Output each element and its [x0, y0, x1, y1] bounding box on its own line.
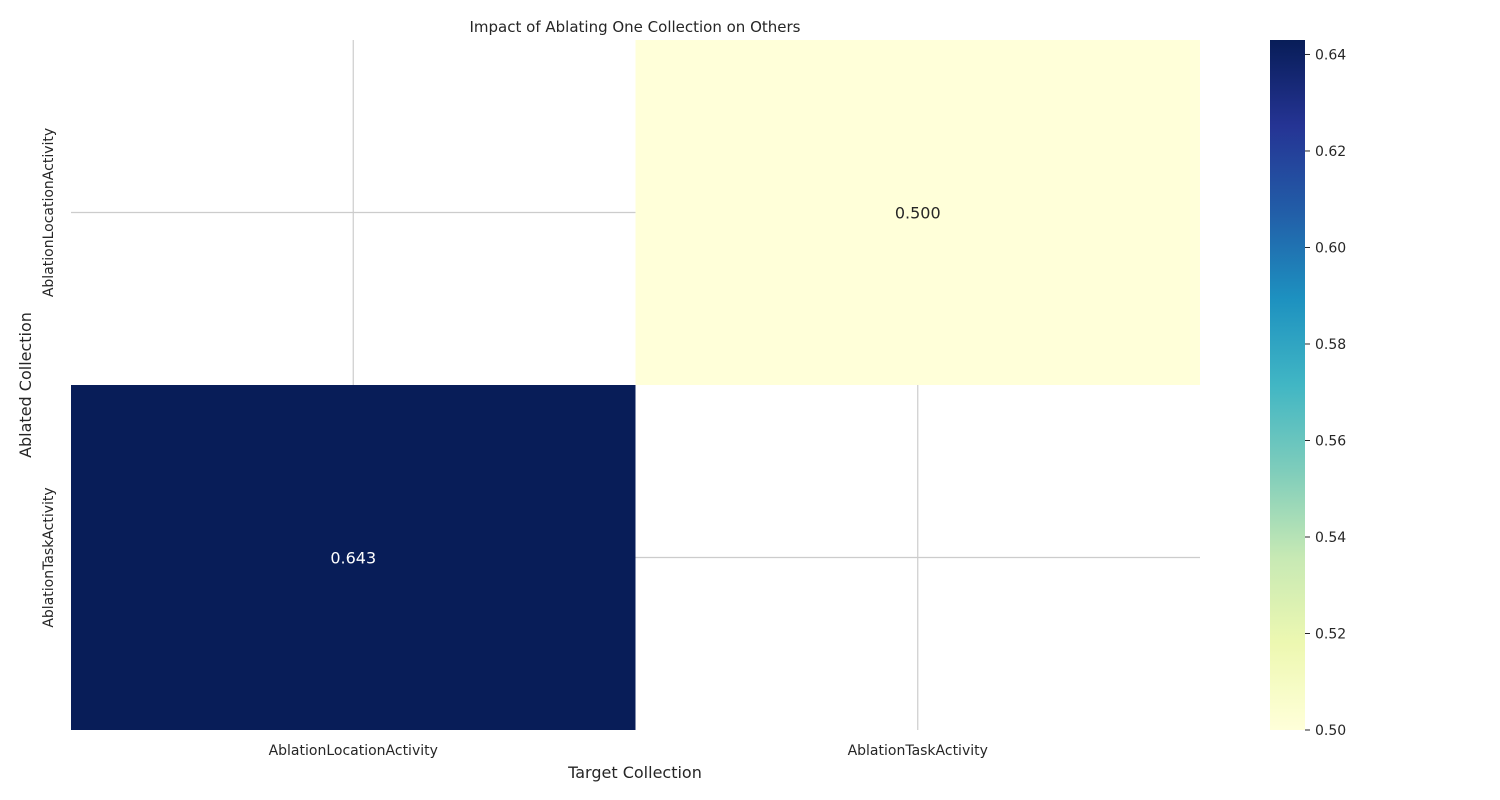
cell-value-label: 0.643 [330, 549, 376, 568]
colorbar-gradient [1270, 40, 1305, 730]
colorbar-tick-label: 0.60 [1315, 240, 1346, 256]
chart-title: Impact of Ablating One Collection on Oth… [470, 18, 801, 36]
cell-value-label: 0.500 [895, 204, 941, 223]
x-tick-label: AblationLocationActivity [269, 743, 438, 759]
x-axis-label: Target Collection [567, 763, 702, 782]
y-tick-labels: AblationLocationActivity AblationTaskActi… [41, 128, 57, 628]
colorbar-tick-label: 0.62 [1315, 144, 1346, 160]
colorbar-tick-label: 0.52 [1315, 626, 1346, 642]
colorbar-tick-label: 0.56 [1315, 433, 1346, 449]
y-tick-label: AblationLocationActivity [41, 128, 57, 297]
y-axis-label: Ablated Collection [16, 312, 35, 458]
x-tick-labels: AblationLocationActivity AblationTaskActi… [269, 743, 988, 759]
heatmap-cells: 0.500 0.643 [71, 40, 1200, 730]
colorbar-tick-label: 0.64 [1315, 47, 1346, 63]
heatmap-cell [71, 385, 636, 730]
colorbar: 0.50 0.52 0.54 0.56 0.58 0.60 0.62 0.64 [1270, 40, 1346, 739]
colorbar-tick-label: 0.54 [1315, 530, 1346, 546]
colorbar-tick-label: 0.58 [1315, 337, 1346, 353]
colorbar-tick-label: 0.50 [1315, 723, 1346, 739]
heatmap-cell [635, 40, 1200, 385]
y-tick-label: AblationTaskActivity [41, 487, 57, 627]
x-tick-label: AblationTaskActivity [848, 743, 988, 759]
